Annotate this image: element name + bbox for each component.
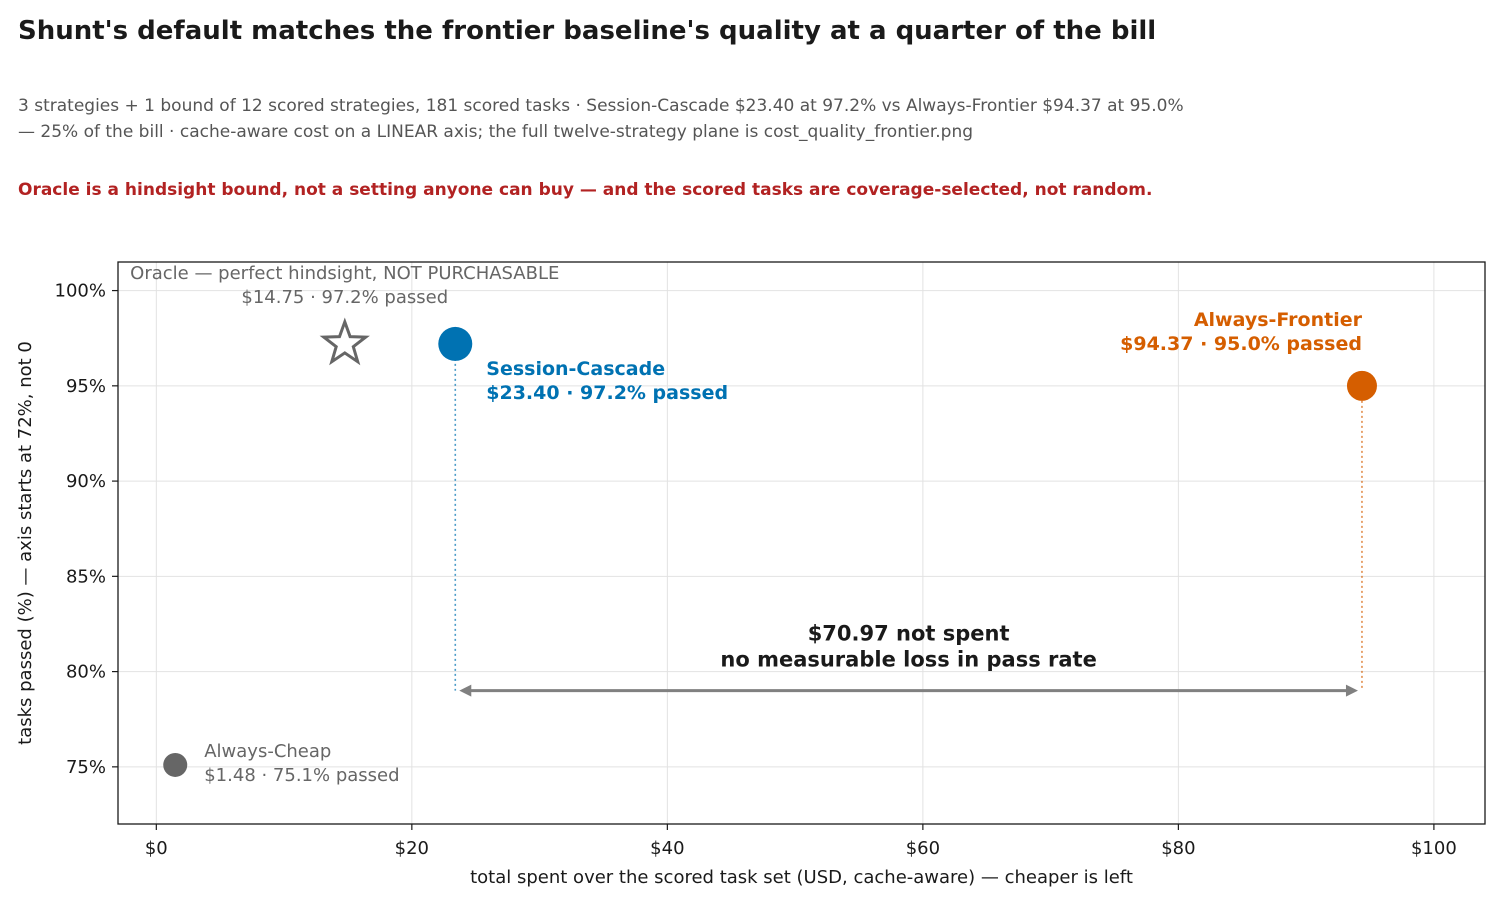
y-tick-label: 75% [66,757,106,778]
oracle-label-name: Oracle — perfect hindsight, NOT PURCHASA… [130,263,559,284]
savings-label-line1: $70.97 not spent [808,622,1010,646]
plot-frame [117,261,1486,825]
y-tick-label: 95% [66,376,106,397]
y-tick-label: 90% [66,471,106,492]
grid-lines [118,262,1485,824]
x-tick-label: $100 [1411,838,1457,859]
session-cascade-marker [438,326,473,361]
drop-lines [454,343,1363,691]
x-axis-ticks: $0 $20 $40 $60 $80 $100 [145,824,1457,859]
oracle-marker [319,317,370,366]
x-tick-label: $40 [650,838,684,859]
always-cheap-label-name: Always-Cheap [204,741,331,762]
x-tick-label: $20 [395,838,429,859]
y-axis-label: tasks passed (%) — axis starts at 72%, n… [15,341,36,745]
savings-label-line2: no measurable loss in pass rate [720,648,1096,672]
data-points [163,317,1377,777]
always-cheap-label-value: $1.48 · 75.1% passed [204,765,399,786]
y-tick-label: 100% [55,281,106,302]
oracle-label-value: $14.75 · 97.2% passed [241,287,448,308]
x-axis-label: total spent over the scored task set (US… [470,867,1133,888]
point-labels: Oracle — perfect hindsight, NOT PURCHASA… [130,263,1362,786]
x-tick-label: $0 [145,838,168,859]
always-frontier-marker [1346,370,1377,401]
y-axis-ticks: 75% 80% 85% 90% 95% 100% [55,281,118,778]
chart-title: Shunt's default matches the frontier bas… [18,16,1157,46]
y-tick-label: 85% [66,566,106,587]
session-cascade-label-name: Session-Cascade [486,358,665,380]
chart-subtitle: 3 strategies + 1 bound of 12 scored stra… [18,96,1184,142]
session-cascade-label-value: $23.40 · 97.2% passed [486,382,728,404]
always-frontier-label-value: $94.37 · 95.0% passed [1120,333,1362,355]
always-frontier-label-name: Always-Frontier [1194,309,1363,331]
y-tick-label: 80% [66,662,106,683]
x-tick-label: $60 [906,838,940,859]
always-cheap-marker [163,752,188,777]
x-tick-label: $80 [1161,838,1195,859]
savings-arrow-head-left [459,684,472,697]
savings-arrow-head-right [1345,684,1358,697]
chart-caveat: Oracle is a hindsight bound, not a setti… [18,180,1153,200]
